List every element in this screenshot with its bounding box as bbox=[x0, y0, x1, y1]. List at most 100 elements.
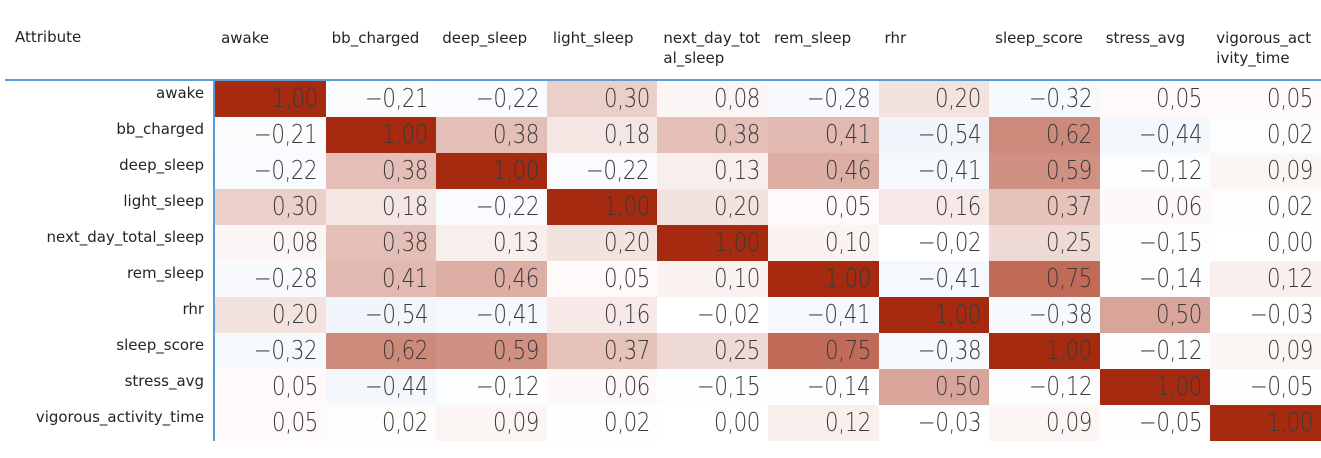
heatmap-cell[interactable]: −0,22 bbox=[436, 189, 547, 225]
row-header[interactable]: rhr bbox=[5, 297, 216, 333]
row-header[interactable]: light_sleep bbox=[5, 189, 216, 225]
heatmap-cell[interactable]: −0,41 bbox=[878, 153, 990, 189]
heatmap-cell[interactable]: 1,00 bbox=[215, 81, 326, 117]
heatmap-cell[interactable]: 0,13 bbox=[436, 225, 547, 261]
heatmap-cell[interactable]: 0,37 bbox=[989, 189, 1100, 225]
heatmap-cell[interactable]: 0,10 bbox=[767, 225, 879, 261]
heatmap-cell[interactable]: −0,12 bbox=[436, 369, 547, 405]
heatmap-cell[interactable]: 0,18 bbox=[325, 189, 437, 225]
heatmap-cell[interactable]: 0,38 bbox=[325, 153, 437, 189]
heatmap-cell[interactable]: 0,09 bbox=[989, 405, 1100, 441]
heatmap-cell[interactable]: 0,16 bbox=[546, 297, 658, 333]
column-header[interactable]: deep_sleep bbox=[436, 23, 547, 81]
heatmap-cell[interactable]: 0,30 bbox=[215, 189, 326, 225]
heatmap-cell[interactable]: −0,41 bbox=[767, 297, 879, 333]
column-header[interactable]: next_day_total_sleep bbox=[657, 23, 768, 81]
row-header[interactable]: sleep_score bbox=[5, 333, 216, 369]
heatmap-cell[interactable]: −0,21 bbox=[325, 81, 437, 117]
heatmap-cell[interactable]: −0,03 bbox=[878, 405, 990, 441]
heatmap-cell[interactable]: −0,12 bbox=[1099, 333, 1211, 369]
heatmap-cell[interactable]: 0,30 bbox=[546, 81, 658, 117]
column-header[interactable]: light_sleep bbox=[546, 23, 658, 81]
heatmap-cell[interactable]: −0,32 bbox=[215, 333, 326, 369]
heatmap-cell[interactable]: 0,09 bbox=[436, 405, 547, 441]
heatmap-cell[interactable]: −0,14 bbox=[767, 369, 879, 405]
heatmap-cell[interactable]: −0,02 bbox=[657, 297, 768, 333]
heatmap-cell[interactable]: −0,22 bbox=[436, 81, 547, 117]
heatmap-cell[interactable]: 1,00 bbox=[657, 225, 768, 261]
heatmap-cell[interactable]: 0,02 bbox=[325, 405, 437, 441]
heatmap-cell[interactable]: 0,16 bbox=[878, 189, 990, 225]
heatmap-cell[interactable]: −0,12 bbox=[1099, 153, 1211, 189]
heatmap-cell[interactable]: 0,25 bbox=[989, 225, 1100, 261]
heatmap-cell[interactable]: 0,05 bbox=[767, 189, 879, 225]
heatmap-cell[interactable]: −0,28 bbox=[767, 81, 879, 117]
row-header[interactable]: next_day_total_sleep bbox=[5, 225, 216, 261]
heatmap-cell[interactable]: 1,00 bbox=[546, 189, 658, 225]
heatmap-cell[interactable]: 1,00 bbox=[1099, 369, 1211, 405]
heatmap-cell[interactable]: 0,38 bbox=[657, 117, 768, 153]
heatmap-cell[interactable]: 0,62 bbox=[325, 333, 437, 369]
heatmap-cell[interactable]: 0,38 bbox=[325, 225, 437, 261]
column-header[interactable]: sleep_score bbox=[989, 23, 1100, 81]
row-header[interactable]: deep_sleep bbox=[5, 153, 216, 189]
heatmap-cell[interactable]: 1,00 bbox=[325, 117, 437, 153]
heatmap-cell[interactable]: 0,10 bbox=[657, 261, 768, 297]
heatmap-cell[interactable]: 0,41 bbox=[767, 117, 879, 153]
heatmap-cell[interactable]: 0,02 bbox=[1210, 117, 1321, 153]
heatmap-cell[interactable]: −0,54 bbox=[878, 117, 990, 153]
heatmap-cell[interactable]: 1,00 bbox=[878, 297, 990, 333]
heatmap-cell[interactable]: 0,20 bbox=[878, 81, 990, 117]
heatmap-cell[interactable]: 0,46 bbox=[767, 153, 879, 189]
heatmap-cell[interactable]: −0,38 bbox=[989, 297, 1100, 333]
heatmap-cell[interactable]: 1,00 bbox=[1210, 405, 1321, 441]
heatmap-cell[interactable]: 0,37 bbox=[546, 333, 658, 369]
heatmap-cell[interactable]: 0,09 bbox=[1210, 153, 1321, 189]
heatmap-cell[interactable]: −0,41 bbox=[878, 261, 990, 297]
column-header[interactable]: rem_sleep bbox=[767, 23, 879, 81]
heatmap-cell[interactable]: 0,02 bbox=[546, 405, 658, 441]
heatmap-cell[interactable]: 0,05 bbox=[546, 261, 658, 297]
heatmap-cell[interactable]: 0,20 bbox=[546, 225, 658, 261]
heatmap-cell[interactable]: −0,02 bbox=[878, 225, 990, 261]
heatmap-cell[interactable]: 0,13 bbox=[657, 153, 768, 189]
heatmap-cell[interactable]: −0,21 bbox=[215, 117, 326, 153]
heatmap-cell[interactable]: 0,05 bbox=[1099, 81, 1211, 117]
heatmap-cell[interactable]: −0,22 bbox=[546, 153, 658, 189]
heatmap-cell[interactable]: 0,59 bbox=[989, 153, 1100, 189]
heatmap-cell[interactable]: −0,22 bbox=[215, 153, 326, 189]
heatmap-cell[interactable]: 0,00 bbox=[1210, 225, 1321, 261]
heatmap-cell[interactable]: 0,02 bbox=[1210, 189, 1321, 225]
column-header[interactable]: stress_avg bbox=[1099, 23, 1211, 81]
heatmap-cell[interactable]: −0,15 bbox=[657, 369, 768, 405]
heatmap-cell[interactable]: −0,41 bbox=[436, 297, 547, 333]
heatmap-cell[interactable]: 1,00 bbox=[989, 333, 1100, 369]
heatmap-cell[interactable]: −0,15 bbox=[1099, 225, 1211, 261]
heatmap-cell[interactable]: 0,20 bbox=[657, 189, 768, 225]
heatmap-cell[interactable]: −0,12 bbox=[989, 369, 1100, 405]
heatmap-cell[interactable]: 0,08 bbox=[215, 225, 326, 261]
column-header[interactable]: awake bbox=[215, 23, 326, 81]
heatmap-cell[interactable]: 0,08 bbox=[657, 81, 768, 117]
heatmap-cell[interactable]: 0,50 bbox=[1099, 297, 1211, 333]
heatmap-cell[interactable]: 0,75 bbox=[989, 261, 1100, 297]
heatmap-cell[interactable]: −0,54 bbox=[325, 297, 437, 333]
heatmap-cell[interactable]: −0,05 bbox=[1099, 405, 1211, 441]
heatmap-cell[interactable]: 0,62 bbox=[989, 117, 1100, 153]
heatmap-cell[interactable]: 0,00 bbox=[657, 405, 768, 441]
row-header[interactable]: awake bbox=[5, 81, 216, 117]
heatmap-cell[interactable]: 0,06 bbox=[1099, 189, 1211, 225]
row-header[interactable]: stress_avg bbox=[5, 369, 216, 405]
heatmap-cell[interactable]: 0,12 bbox=[767, 405, 879, 441]
heatmap-cell[interactable]: 0,05 bbox=[215, 369, 326, 405]
heatmap-cell[interactable]: −0,05 bbox=[1210, 369, 1321, 405]
heatmap-cell[interactable]: 0,05 bbox=[215, 405, 326, 441]
heatmap-cell[interactable]: 0,12 bbox=[1210, 261, 1321, 297]
corner-header[interactable]: Attribute bbox=[5, 23, 216, 81]
heatmap-cell[interactable]: 0,20 bbox=[215, 297, 326, 333]
heatmap-cell[interactable]: 1,00 bbox=[767, 261, 879, 297]
row-header[interactable]: rem_sleep bbox=[5, 261, 216, 297]
heatmap-cell[interactable]: −0,03 bbox=[1210, 297, 1321, 333]
column-header[interactable]: rhr bbox=[878, 23, 990, 81]
heatmap-cell[interactable]: 0,75 bbox=[767, 333, 879, 369]
